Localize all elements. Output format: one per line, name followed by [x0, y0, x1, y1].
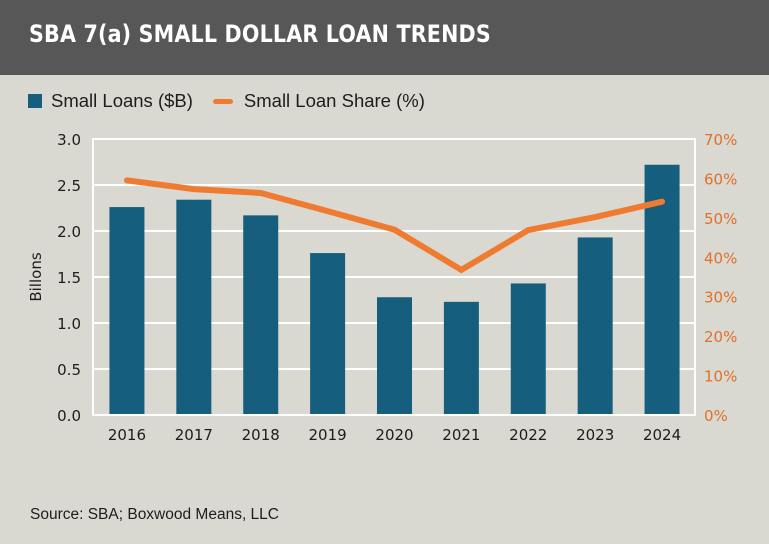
legend-item-small-loans: Small Loans ($B)	[28, 90, 193, 112]
y-tick-label: 2.5	[57, 177, 81, 195]
x-tick-label: 2020	[375, 426, 413, 444]
y-tick-label: 1.5	[57, 269, 81, 287]
x-tick-label: 2017	[175, 426, 213, 444]
y2-tick-label: 0%	[704, 407, 728, 425]
x-tick-label: 2021	[442, 426, 480, 444]
y-tick-label: 0.0	[57, 407, 81, 425]
x-tick-label: 2019	[309, 426, 347, 444]
share-line	[123, 177, 666, 274]
y-tick-label: 0.5	[57, 361, 81, 379]
legend-item-small-loan-share: Small Loan Share (%)	[212, 90, 425, 112]
y2-tick-label: 20%	[704, 328, 737, 346]
y-tick-label: 2.0	[57, 223, 81, 241]
y2-tick-label: 30%	[704, 289, 737, 307]
chart-title: SBA 7(a) SMALL DOLLAR LOAN TRENDS	[29, 20, 491, 48]
x-tick-label: 2016	[108, 426, 146, 444]
x-tick-label: 2018	[242, 426, 280, 444]
y-tick-label: 3.0	[57, 131, 81, 149]
line-swatch-icon	[212, 98, 233, 104]
legend-label: Small Loans ($B)	[51, 90, 193, 111]
y2-tick-label: 40%	[704, 249, 737, 267]
y2-tick-label: 50%	[704, 210, 737, 228]
bar-2017	[176, 199, 212, 414]
chart-legend: Small Loans ($B) Small Loan Share (%)	[28, 89, 445, 113]
x-tick-label: 2024	[643, 426, 681, 444]
y2-tick-label: 10%	[704, 368, 737, 386]
y-axis-label: Billons	[27, 252, 45, 301]
x-tick-label: 2023	[576, 426, 614, 444]
bar-2018	[243, 215, 279, 414]
bar-2019	[310, 253, 346, 414]
y-tick-label: 1.0	[57, 315, 81, 333]
source-note: Source: SBA; Boxwood Means, LLC	[30, 506, 279, 523]
bar-2020	[377, 297, 412, 414]
y2-tick-label: 60%	[704, 170, 737, 188]
chart-header: SBA 7(a) SMALL DOLLAR LOAN TRENDS	[0, 0, 769, 75]
bar-2023	[577, 237, 613, 414]
bar-2021	[443, 301, 479, 414]
bar-2016	[109, 207, 145, 414]
x-tick-label: 2022	[509, 426, 547, 444]
bar-swatch-icon	[28, 94, 42, 108]
legend-label: Small Loan Share (%)	[243, 90, 425, 111]
bar-2022	[510, 283, 546, 414]
plot-frame	[92, 138, 696, 416]
y2-tick-label: 70%	[704, 131, 737, 149]
